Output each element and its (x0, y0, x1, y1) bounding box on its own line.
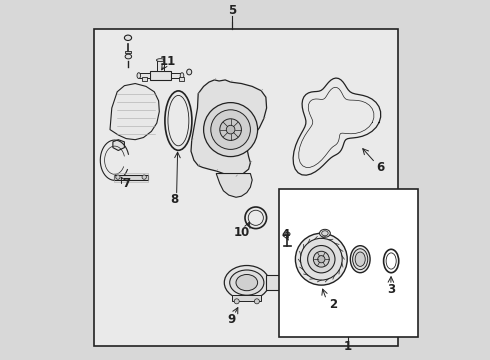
Bar (179, 77, 184, 81)
Circle shape (308, 246, 335, 273)
Ellipse shape (285, 275, 290, 290)
Text: 2: 2 (329, 298, 337, 311)
Ellipse shape (137, 73, 141, 78)
Ellipse shape (187, 69, 192, 75)
Circle shape (211, 110, 250, 149)
Text: 4: 4 (282, 228, 290, 241)
Bar (114, 175, 148, 180)
Circle shape (318, 256, 325, 263)
Circle shape (300, 238, 342, 280)
Bar (114, 173, 148, 182)
Ellipse shape (224, 266, 270, 300)
Bar (232, 295, 261, 301)
Ellipse shape (321, 231, 328, 236)
Ellipse shape (285, 232, 290, 236)
Bar (125, 51, 130, 53)
Ellipse shape (156, 59, 164, 62)
Circle shape (226, 125, 235, 134)
Polygon shape (110, 84, 159, 140)
Ellipse shape (319, 229, 330, 237)
Polygon shape (191, 80, 267, 176)
Text: 9: 9 (227, 313, 236, 326)
Ellipse shape (236, 275, 258, 291)
Bar (149, 71, 171, 80)
Bar (171, 73, 182, 78)
Bar (279, 189, 418, 337)
Bar (139, 73, 149, 78)
Text: 1: 1 (343, 340, 352, 353)
Bar (94, 29, 398, 346)
Bar (157, 60, 164, 71)
Text: 10: 10 (234, 226, 250, 239)
Ellipse shape (124, 35, 132, 41)
Text: 11: 11 (159, 55, 176, 68)
Circle shape (116, 175, 120, 179)
Circle shape (234, 299, 239, 304)
Ellipse shape (353, 249, 368, 270)
Circle shape (254, 299, 259, 304)
Circle shape (314, 251, 329, 267)
Bar (143, 77, 147, 81)
Text: 8: 8 (171, 193, 179, 206)
Ellipse shape (180, 73, 184, 78)
Ellipse shape (125, 54, 132, 59)
Circle shape (142, 175, 147, 179)
Circle shape (295, 233, 347, 285)
Bar (266, 275, 288, 290)
Ellipse shape (350, 246, 370, 273)
Ellipse shape (355, 252, 365, 266)
Ellipse shape (230, 270, 264, 295)
Polygon shape (113, 140, 124, 150)
Text: 6: 6 (376, 161, 385, 174)
Text: 5: 5 (228, 4, 237, 17)
Polygon shape (216, 174, 252, 197)
Circle shape (220, 119, 242, 140)
Text: 3: 3 (387, 283, 395, 296)
Circle shape (204, 103, 258, 157)
Text: 7: 7 (122, 177, 130, 190)
